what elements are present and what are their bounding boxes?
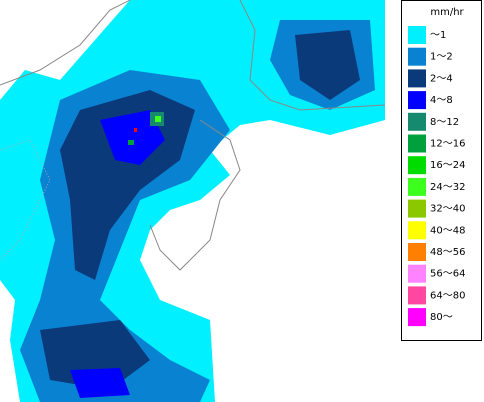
legend-swatch [408, 308, 426, 327]
legend-label: 2～4 [430, 73, 453, 84]
legend-swatch [408, 47, 426, 66]
legend-label: 24～32 [430, 182, 465, 193]
legend-label: 1～2 [430, 52, 453, 63]
legend-swatch [408, 134, 426, 153]
radar-map [0, 0, 386, 402]
legend-swatch [408, 221, 426, 240]
legend-swatch [408, 243, 426, 261]
legend-label: 12～16 [430, 139, 465, 150]
legend-label: 4～8 [430, 95, 453, 106]
legend-swatch [408, 69, 426, 88]
legend: ～1 1～2 2～4 4～8 8～12 12～16 16～24 24～32 32～40 40～48… [408, 26, 465, 327]
legend-label: 32～40 [430, 204, 465, 215]
legend-swatch [408, 264, 426, 283]
legend-label: 64～80 [430, 290, 465, 301]
legend-swatch [408, 286, 426, 305]
legend-label: 56～64 [430, 269, 465, 280]
legend-label: 40～48 [430, 225, 465, 236]
legend-swatch [408, 156, 426, 175]
legend-unit: mm/hr [430, 7, 464, 18]
legend-label: ～1 [430, 30, 446, 41]
legend-label: 8～12 [430, 117, 459, 128]
legend-label: 80～ [430, 312, 453, 323]
legend-swatch [408, 91, 426, 110]
legend-swatch [408, 177, 426, 196]
legend-swatch [408, 199, 426, 218]
legend-label: 48～56 [430, 247, 465, 258]
legend-swatch [408, 26, 426, 44]
legend-label: 16～24 [430, 160, 465, 171]
legend-swatch [408, 112, 426, 131]
